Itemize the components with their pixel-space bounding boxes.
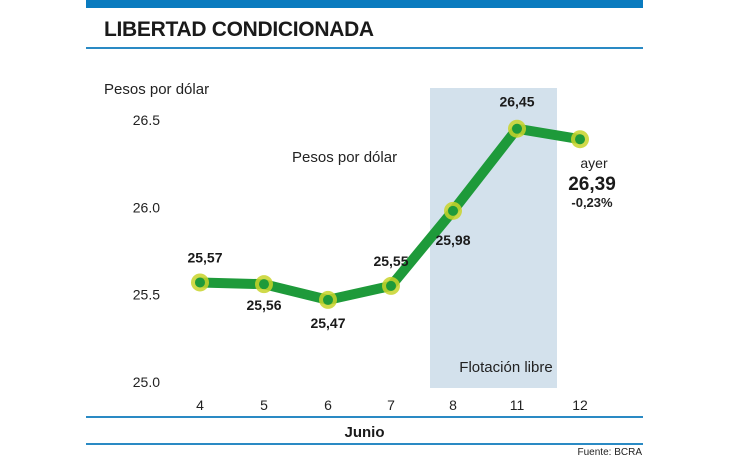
data-label: 25,55: [373, 253, 408, 269]
data-point-center: [512, 123, 522, 134]
y-tick-label: 26.0: [133, 199, 160, 215]
x-tick-label: 7: [387, 397, 395, 413]
x-tick-label: 6: [324, 397, 332, 413]
data-label: 25,57: [187, 249, 222, 265]
y-tick-label: 25.0: [133, 374, 160, 390]
last-value-change: -0,23%: [571, 195, 613, 210]
data-label: 26,45: [499, 94, 534, 110]
x-tick-label: 4: [196, 397, 204, 413]
y-tick-label: 25.5: [133, 287, 160, 303]
last-value: 26,39: [568, 174, 616, 195]
data-point-center: [195, 277, 205, 288]
x-tick-label: 12: [572, 397, 588, 413]
shaded-region: [430, 88, 557, 388]
source-note: Fuente: BCRA: [577, 447, 642, 458]
data-point-center: [448, 205, 458, 216]
data-point-center: [259, 279, 269, 290]
series-label: Pesos por dólar: [292, 149, 397, 166]
y-axis-title: Pesos por dólar: [104, 81, 209, 98]
title-divider: [86, 47, 643, 49]
data-label: 25,56: [246, 297, 281, 313]
data-label: 25,98: [435, 232, 470, 248]
shaded-region-label: Flotación libre: [459, 359, 552, 376]
y-tick-label: 26.5: [133, 112, 160, 128]
last-value-caption: ayer: [580, 155, 608, 171]
chart-title: LIBERTAD CONDICIONADA: [104, 18, 374, 41]
data-label: 25,47: [310, 315, 345, 331]
x-tick-label: 8: [449, 397, 457, 413]
x-tick-label: 11: [510, 397, 525, 413]
x-tick-label: 5: [260, 397, 268, 413]
bottom-divider: [86, 443, 643, 445]
axis-divider: [86, 416, 643, 418]
data-point-center: [386, 280, 396, 291]
top-bar: [86, 0, 643, 8]
x-axis-label: Junio: [344, 424, 385, 441]
data-point-center: [323, 294, 333, 305]
data-point-center: [575, 134, 585, 145]
